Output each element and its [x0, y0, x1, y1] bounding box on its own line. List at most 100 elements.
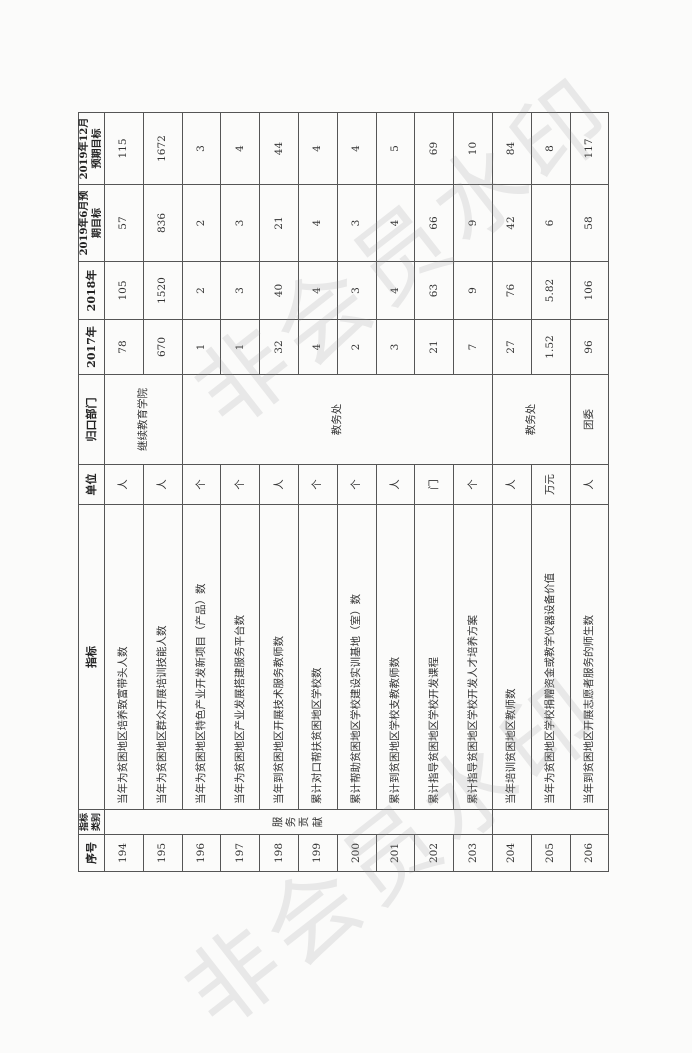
table-header-row: 序号 指标类别 指标 单位 归口部门 2017年 2018年 2019年6月预期… — [78, 112, 105, 872]
value-2017-cell: 670 — [143, 319, 183, 375]
target-2019-12-cell: 84 — [492, 112, 532, 185]
category-cell: 服务贡献 — [104, 809, 493, 835]
serial-cell: 206 — [570, 834, 609, 872]
target-2019-12-cell: 117 — [570, 112, 609, 185]
unit-cell: 人 — [492, 464, 532, 505]
header-department: 归口部门 — [78, 374, 105, 465]
header-2018: 2018年 — [78, 261, 105, 320]
indicator-cell: 当年到贫困地区开展技术服务教师数 — [259, 504, 299, 810]
table-row: 198 当年到贫困地区开展技术服务教师数人 32 40 21 44 — [259, 112, 299, 872]
unit-cell: 门 — [414, 464, 454, 505]
target-2019-12-cell: 5 — [376, 112, 415, 185]
rotated-table-wrapper: 序号 指标类别 指标 单位 归口部门 2017年 2018年 2019年6月预期… — [78, 112, 609, 872]
indicator-cell: 当年为贫困地区学校捐赠资金或教学仪器设备价值 — [531, 504, 571, 810]
target-2019-06-cell: 21 — [259, 184, 299, 262]
table-row: 199 累计对口帮扶贫困地区学校数个 4 4 4 4 — [298, 112, 338, 872]
target-2019-06-cell: 9 — [453, 184, 493, 262]
indicator-cell: 累计指导贫困地区学校开发课程 — [414, 504, 454, 810]
header-target-2019-06: 2019年6月预期目标 — [78, 184, 105, 262]
indicator-table: 序号 指标类别 指标 单位 归口部门 2017年 2018年 2019年6月预期… — [78, 112, 609, 872]
serial-cell: 202 — [414, 834, 454, 872]
serial-cell: 194 — [104, 834, 144, 872]
target-2019-12-cell: 115 — [104, 112, 144, 185]
table-row: 206 当年到贫困地区开展志愿者服务的师生数人团委 96 106 58 117 — [570, 112, 609, 872]
target-2019-06-cell: 57 — [104, 184, 144, 262]
target-2019-12-cell: 69 — [414, 112, 454, 185]
value-2018-cell: 2 — [182, 261, 221, 320]
value-2018-cell: 106 — [570, 261, 609, 320]
value-2018-cell: 4 — [298, 261, 338, 320]
target-2019-06-cell: 6 — [531, 184, 571, 262]
table-row: 197 当年为贫困地区产业发展搭建服务平台数个 1 3 3 4 — [220, 112, 260, 872]
value-2017-cell: 1 — [220, 319, 260, 375]
unit-cell: 个 — [220, 464, 260, 505]
target-2019-06-cell: 4 — [298, 184, 338, 262]
unit-cell: 人 — [143, 464, 183, 505]
value-2017-cell: 32 — [259, 319, 299, 375]
indicator-cell: 累计对口帮扶贫困地区学校数 — [298, 504, 338, 810]
department-cell: 团委 — [570, 374, 609, 465]
target-2019-12-cell: 44 — [259, 112, 299, 185]
target-2019-12-cell: 8 — [531, 112, 571, 185]
serial-cell: 199 — [298, 834, 338, 872]
target-2019-12-cell: 4 — [298, 112, 338, 185]
target-2019-12-cell: 4 — [220, 112, 260, 185]
value-2017-cell: 4 — [298, 319, 338, 375]
indicator-cell: 当年培训贫困地区教师数 — [492, 504, 532, 810]
indicator-cell: 当年到贫困地区开展志愿者服务的师生数 — [570, 504, 609, 810]
target-2019-12-cell: 3 — [182, 112, 221, 185]
table-row: 201 累计到贫困地区学校支教教师数人 3 4 4 5 — [376, 112, 415, 872]
table-row: 202 累计指导贫困地区学校开发课程门 21 63 66 69 — [414, 112, 454, 872]
target-2019-06-cell: 66 — [414, 184, 454, 262]
target-2019-06-cell: 4 — [376, 184, 415, 262]
indicator-cell: 累计帮助贫困地区学校建设实训基地（室）数 — [337, 504, 377, 810]
value-2017-cell: 7 — [453, 319, 493, 375]
value-2017-cell: 2 — [337, 319, 377, 375]
target-2019-12-cell: 4 — [337, 112, 377, 185]
value-2018-cell: 1520 — [143, 261, 183, 320]
header-serial: 序号 — [78, 834, 105, 872]
table-row: 204 当年培训贫困地区教师数人教务处 27 76 42 84 — [492, 112, 609, 872]
category-cell-empty — [492, 809, 609, 835]
target-2019-12-cell: 10 — [453, 112, 493, 185]
header-category: 指标类别 — [78, 809, 105, 835]
value-2017-cell: 27 — [492, 319, 532, 375]
target-2019-06-cell: 836 — [143, 184, 183, 262]
indicator-cell: 当年为贫困地区产业发展搭建服务平台数 — [220, 504, 260, 810]
table-row: 195 当年为贫困地区群众开展培训技能人数人 670 1520 836 1672 — [143, 112, 183, 872]
value-2017-cell: 1.52 — [531, 319, 571, 375]
target-2019-06-cell: 2 — [182, 184, 221, 262]
target-2019-06-cell: 58 — [570, 184, 609, 262]
value-2017-cell: 3 — [376, 319, 415, 375]
value-2018-cell: 63 — [414, 261, 454, 320]
value-2018-cell: 3 — [337, 261, 377, 320]
serial-cell: 197 — [220, 834, 260, 872]
unit-cell: 人 — [104, 464, 144, 505]
unit-cell: 个 — [337, 464, 377, 505]
serial-cell: 205 — [531, 834, 571, 872]
serial-cell: 195 — [143, 834, 183, 872]
value-2017-cell: 96 — [570, 319, 609, 375]
value-2018-cell: 76 — [492, 261, 532, 320]
department-cell: 教务处 — [182, 374, 493, 465]
serial-cell: 196 — [182, 834, 221, 872]
value-2017-cell: 21 — [414, 319, 454, 375]
target-2019-06-cell: 42 — [492, 184, 532, 262]
indicator-cell: 当年为贫困地区群众开展培训技能人数 — [143, 504, 183, 810]
indicator-cell: 当年为贫困地区培养致富带头人数 — [104, 504, 144, 810]
header-target-2019-12: 2019年12月预期目标 — [78, 112, 105, 185]
value-2018-cell: 5.82 — [531, 261, 571, 320]
header-2017: 2017年 — [78, 319, 105, 375]
unit-cell: 个 — [182, 464, 221, 505]
serial-cell: 204 — [492, 834, 532, 872]
unit-cell: 人 — [259, 464, 299, 505]
header-indicator: 指标 — [78, 504, 105, 810]
indicator-cell: 累计到贫困地区学校支教教师数 — [376, 504, 415, 810]
value-2018-cell: 3 — [220, 261, 260, 320]
serial-cell: 201 — [376, 834, 415, 872]
serial-cell: 200 — [337, 834, 377, 872]
department-cell: 继续教育学院 — [104, 374, 183, 465]
value-2017-cell: 1 — [182, 319, 221, 375]
value-2018-cell: 105 — [104, 261, 144, 320]
target-2019-06-cell: 3 — [337, 184, 377, 262]
